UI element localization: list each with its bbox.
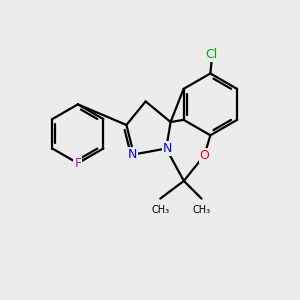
Text: CH₃: CH₃	[151, 205, 169, 215]
Text: N: N	[163, 142, 172, 155]
Text: CH₃: CH₃	[193, 205, 211, 215]
Text: Cl: Cl	[206, 48, 218, 61]
Text: O: O	[200, 149, 209, 162]
Text: N: N	[128, 148, 137, 161]
Text: F: F	[74, 157, 81, 170]
